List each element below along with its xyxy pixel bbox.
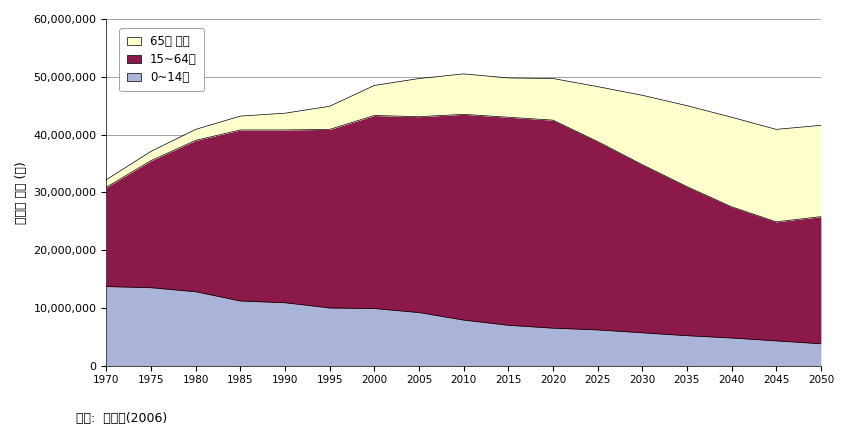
Legend: 65세 이상, 15~64세, 0~14세: 65세 이상, 15~64세, 0~14세 — [120, 29, 204, 91]
Text: 자료:  통계청(2006): 자료: 통계청(2006) — [76, 412, 167, 425]
Y-axis label: 연령별 인구 (명): 연령별 인구 (명) — [15, 161, 28, 224]
